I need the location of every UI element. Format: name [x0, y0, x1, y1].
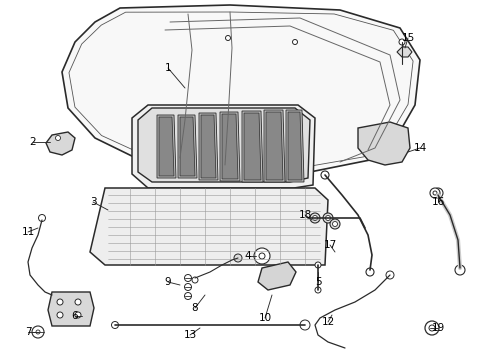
- Polygon shape: [199, 113, 218, 180]
- Polygon shape: [62, 5, 419, 176]
- Circle shape: [309, 213, 319, 223]
- Polygon shape: [357, 122, 409, 165]
- Polygon shape: [138, 108, 309, 182]
- Polygon shape: [264, 110, 285, 182]
- Circle shape: [32, 326, 44, 338]
- Circle shape: [292, 40, 297, 45]
- Polygon shape: [244, 113, 261, 180]
- Polygon shape: [285, 110, 304, 182]
- Text: 10: 10: [258, 313, 271, 323]
- Polygon shape: [201, 115, 216, 178]
- Text: 17: 17: [323, 240, 336, 250]
- Circle shape: [234, 254, 242, 262]
- Text: 19: 19: [430, 323, 444, 333]
- Text: 13: 13: [183, 330, 196, 340]
- Text: 15: 15: [401, 33, 414, 43]
- Circle shape: [432, 188, 442, 198]
- Circle shape: [57, 312, 63, 318]
- Circle shape: [398, 39, 404, 45]
- Circle shape: [55, 135, 61, 140]
- Polygon shape: [396, 47, 411, 57]
- Circle shape: [111, 321, 118, 328]
- Circle shape: [312, 216, 317, 220]
- Circle shape: [424, 321, 438, 335]
- Polygon shape: [220, 112, 240, 181]
- Circle shape: [75, 312, 81, 318]
- Text: 12: 12: [321, 317, 334, 327]
- Text: 3: 3: [89, 197, 96, 207]
- Text: 8: 8: [191, 303, 198, 313]
- Text: 16: 16: [430, 197, 444, 207]
- Text: 2: 2: [30, 137, 36, 147]
- Circle shape: [432, 191, 436, 195]
- Circle shape: [75, 299, 81, 305]
- Text: 9: 9: [164, 277, 171, 287]
- Circle shape: [299, 320, 309, 330]
- Text: 6: 6: [72, 311, 78, 321]
- Text: 4: 4: [244, 251, 251, 261]
- Polygon shape: [90, 188, 327, 265]
- Polygon shape: [287, 112, 302, 180]
- Circle shape: [314, 262, 320, 268]
- Circle shape: [332, 221, 337, 226]
- Circle shape: [184, 274, 191, 282]
- Circle shape: [39, 215, 45, 221]
- Text: 1: 1: [164, 63, 171, 73]
- Polygon shape: [132, 105, 314, 188]
- Polygon shape: [157, 115, 176, 178]
- Polygon shape: [48, 292, 94, 326]
- Text: 11: 11: [21, 227, 35, 237]
- Text: 18: 18: [298, 210, 311, 220]
- Circle shape: [385, 271, 393, 279]
- Text: 14: 14: [412, 143, 426, 153]
- Polygon shape: [258, 262, 295, 290]
- Circle shape: [320, 171, 328, 179]
- Circle shape: [329, 219, 339, 229]
- Polygon shape: [159, 117, 174, 176]
- Circle shape: [36, 330, 40, 334]
- Circle shape: [314, 287, 320, 293]
- Circle shape: [192, 277, 198, 283]
- Circle shape: [253, 248, 269, 264]
- Circle shape: [225, 36, 230, 40]
- Circle shape: [429, 188, 439, 198]
- Polygon shape: [242, 111, 263, 182]
- Circle shape: [323, 213, 332, 223]
- Polygon shape: [222, 114, 238, 179]
- Text: 7: 7: [24, 327, 31, 337]
- Polygon shape: [46, 132, 75, 155]
- Polygon shape: [265, 112, 283, 180]
- Circle shape: [184, 284, 191, 291]
- Circle shape: [428, 325, 434, 331]
- Circle shape: [184, 292, 191, 300]
- Circle shape: [325, 216, 330, 220]
- Circle shape: [365, 268, 373, 276]
- Text: 5: 5: [314, 277, 321, 287]
- Circle shape: [454, 265, 464, 275]
- Circle shape: [259, 253, 264, 259]
- Circle shape: [57, 299, 63, 305]
- Polygon shape: [178, 115, 197, 178]
- Polygon shape: [180, 117, 195, 176]
